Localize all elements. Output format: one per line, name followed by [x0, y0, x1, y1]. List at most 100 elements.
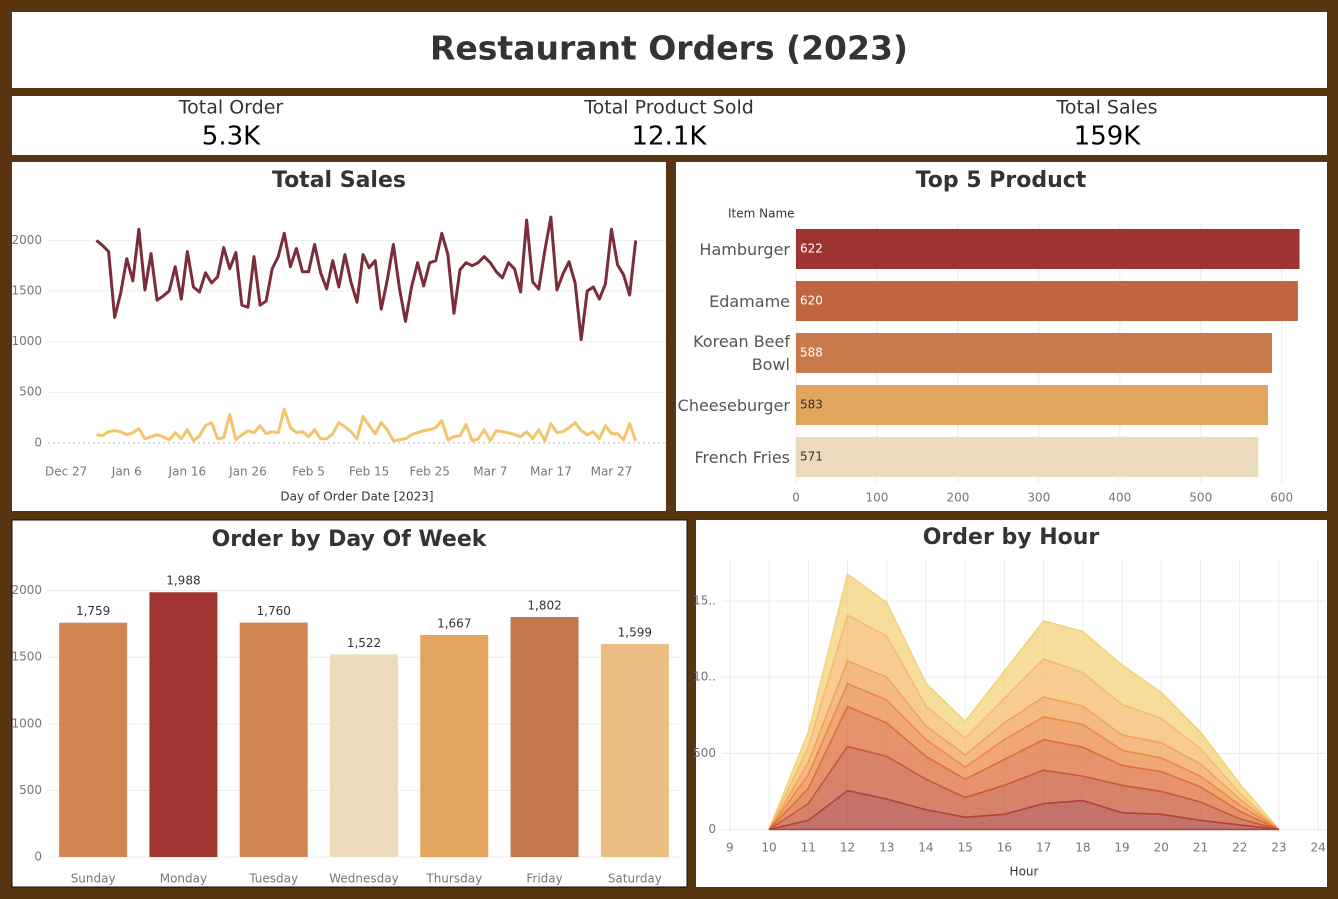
x-tick-label: 200 [946, 491, 969, 505]
y-tick-label: Edamame [709, 291, 790, 311]
x-tick-label: 23 [1271, 841, 1286, 855]
area-series [768, 789, 1280, 831]
x-tick-label: 21 [1193, 841, 1208, 855]
x-tick-label: 100 [865, 491, 888, 505]
page-title: Restaurant Orders (2023) [430, 29, 908, 68]
x-tick-label: 17 [1036, 841, 1051, 855]
category-label-box: Edamame [709, 291, 790, 311]
bar [510, 617, 579, 858]
value-label: 1,759 [76, 604, 110, 618]
x-tick-label: Friday [526, 872, 562, 886]
chart-title: Top 5 Product [916, 168, 1087, 193]
category-label-box: Korean Beef Bowl [693, 332, 790, 374]
x-tick-label: Mar 27 [591, 465, 633, 479]
x-tick-label: Feb 15 [349, 465, 389, 479]
y-tick-label: Hamburger [699, 239, 790, 259]
x-tick-label: 24 [1311, 841, 1326, 855]
x-tick-label: 9 [726, 841, 734, 855]
chart-title: Order by Hour [923, 525, 1100, 550]
x-tick-label: Saturday [608, 872, 662, 886]
x-tick-label: Monday [160, 872, 207, 886]
x-axis-title: Day of Order Date [2023] [280, 490, 433, 504]
value-label: 1,802 [527, 599, 561, 613]
value-label: 1,760 [257, 604, 291, 618]
x-tick-label: 16 [997, 841, 1012, 855]
x-tick-label: 0 [792, 491, 800, 505]
bar [796, 385, 1268, 425]
x-tick-label: 14 [918, 841, 933, 855]
bar [420, 634, 489, 858]
x-tick-label: Mar 7 [473, 465, 507, 479]
kpi-label: Total Product Sold [583, 97, 754, 119]
y-tick-label: 10.. [693, 670, 716, 684]
x-tick-label: 20 [1154, 841, 1169, 855]
line-series [96, 407, 638, 443]
line-series [95, 215, 638, 342]
category-label-box: Hamburger [699, 239, 790, 259]
x-tick-label: Jan 6 [111, 465, 142, 479]
kpi-value: 5.3K [202, 122, 261, 152]
y-tick-label: 2000 [11, 233, 42, 247]
y-tick-label: 500 [19, 385, 42, 399]
x-tick-label: 600 [1270, 491, 1293, 505]
x-axis-title: Hour [1010, 865, 1039, 879]
category-label-box: French Fries [694, 447, 790, 467]
bar [796, 437, 1259, 477]
x-tick-label: 11 [801, 841, 816, 855]
x-tick-label: 500 [1189, 491, 1212, 505]
y-tick-label: 1000 [11, 716, 42, 730]
y-tick-label: 0 [34, 850, 42, 864]
y-tick-label: 0 [708, 822, 716, 836]
y-tick-label: 500 [693, 746, 716, 760]
x-tick-label: 22 [1232, 841, 1247, 855]
bar [796, 333, 1272, 373]
x-tick-label: Wednesday [329, 872, 398, 886]
x-tick-label: Mar 17 [530, 465, 572, 479]
value-label: 571 [800, 450, 823, 464]
bar [796, 281, 1298, 321]
kpi-value: 12.1K [632, 122, 708, 152]
bar [239, 622, 308, 858]
x-tick-label: Jan 26 [228, 465, 267, 479]
x-tick-label: 19 [1114, 841, 1129, 855]
value-label: 1,599 [618, 626, 652, 640]
bar [330, 654, 398, 858]
header-box [12, 12, 1327, 88]
y-tick-label: 1500 [11, 284, 42, 298]
bar [600, 644, 669, 858]
y-axis-title: Item Name [728, 207, 795, 221]
panel [12, 162, 666, 511]
y-tick-label: French Fries [694, 447, 790, 467]
x-tick-label: 18 [1075, 841, 1090, 855]
x-tick-label: 15 [958, 841, 973, 855]
chart-title: Order by Day Of Week [212, 527, 488, 552]
category-label-box: Cheeseburger [678, 396, 790, 415]
x-tick-label: 12 [840, 841, 855, 855]
value-label: 588 [800, 346, 823, 360]
x-tick-label: 10 [761, 841, 776, 855]
value-label: 1,988 [166, 574, 200, 588]
x-tick-label: Tuesday [248, 872, 298, 886]
x-tick-label: Jan 16 [168, 465, 207, 479]
kpi-value: 159K [1074, 122, 1142, 152]
bar [796, 229, 1300, 269]
x-tick-label: Sunday [71, 872, 116, 886]
value-label: 1,522 [347, 636, 381, 650]
bar [149, 592, 218, 858]
y-tick-label: Korean Beef Bowl [693, 332, 790, 374]
y-tick-label: 15.. [693, 594, 716, 608]
y-tick-label: 2000 [11, 583, 42, 597]
x-tick-label: Feb 5 [292, 465, 325, 479]
kpi-label: Total Sales [1056, 97, 1158, 119]
x-tick-label: Feb 25 [410, 465, 450, 479]
y-tick-label: 1500 [11, 650, 42, 664]
chart-title: Total Sales [272, 168, 406, 193]
value-label: 620 [800, 294, 823, 308]
y-tick-label: 0 [34, 435, 42, 449]
y-tick-label: 1000 [11, 334, 42, 348]
value-label: 622 [800, 242, 823, 256]
x-tick-label: 400 [1108, 491, 1131, 505]
x-tick-label: Thursday [425, 872, 482, 886]
x-tick-label: 300 [1027, 491, 1050, 505]
